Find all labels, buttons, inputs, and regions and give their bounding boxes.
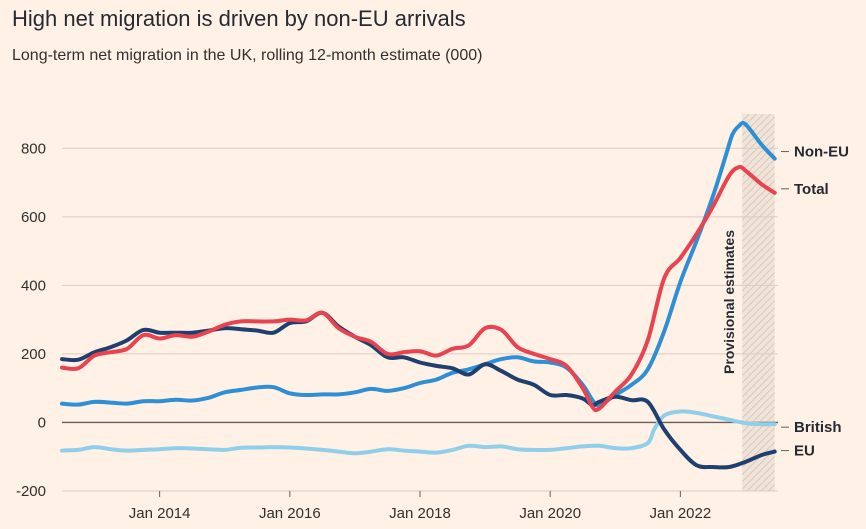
series-line-total	[60, 164, 777, 413]
legend-label-non-eu: Non-EU	[794, 144, 849, 161]
series-line-non-eu	[60, 120, 777, 408]
legend-label-total: Total	[794, 181, 829, 198]
legend-label-eu: EU	[794, 443, 815, 460]
x-tick-label: Jan 2020	[519, 505, 581, 522]
provisional-band	[742, 114, 775, 491]
x-tick-label: Jan 2022	[649, 505, 711, 522]
x-tick-label: Jan 2016	[259, 505, 321, 522]
x-tick-label: Jan 2018	[389, 505, 451, 522]
y-tick-label: 400	[21, 277, 46, 294]
legend-label-british: British	[794, 419, 842, 436]
y-tick-label: 600	[21, 209, 46, 226]
y-tick-label: 800	[21, 140, 46, 157]
y-tick-label: 0	[38, 414, 46, 431]
provisional-estimates-label: Provisional estimates	[721, 230, 737, 374]
chart-subtitle: Long-term net migration in the UK, rolli…	[12, 47, 483, 64]
x-tick-label: Jan 2014	[129, 505, 191, 522]
y-tick-label: -200	[16, 483, 46, 500]
series-line-eu	[60, 310, 777, 470]
y-tick-label: 200	[21, 346, 46, 363]
chart-title: High net migration is driven by non-EU a…	[12, 6, 466, 31]
